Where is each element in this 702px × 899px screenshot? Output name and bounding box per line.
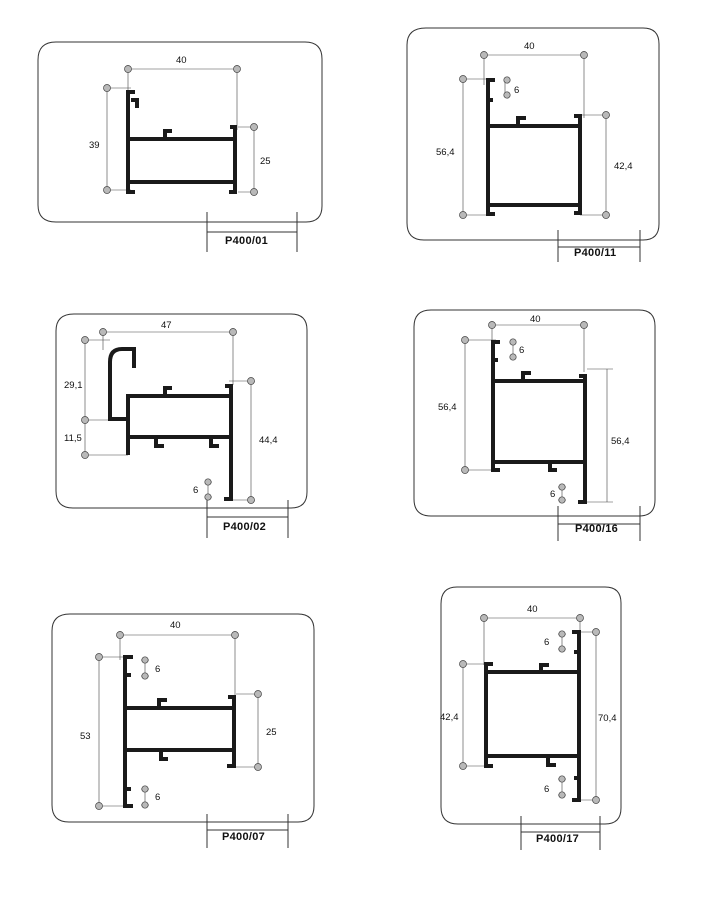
svg-text:11,5: 11,5	[64, 433, 82, 444]
svg-text:44,4: 44,4	[259, 435, 278, 446]
svg-text:70,4: 70,4	[598, 713, 617, 724]
svg-text:53: 53	[80, 731, 91, 742]
card-frame	[440, 586, 622, 825]
dimension-lines	[459, 51, 610, 219]
profile-code: P400/11	[574, 247, 616, 259]
card-frame	[406, 27, 660, 241]
card-frame	[413, 309, 656, 517]
label-tab	[557, 506, 641, 541]
dimension-labels: 40 6 56,4 56,4 6	[438, 314, 630, 500]
profile-card-p400-07: P400/07 40 6 53 25 6	[51, 613, 315, 848]
profile-card-p400-11: P400/11 40 6 56,4 42,4	[406, 27, 660, 262]
dimension-lines	[103, 65, 258, 196]
profile-code: P400/17	[536, 833, 579, 845]
svg-text:40: 40	[527, 604, 538, 615]
profile-card-p400-02: P400/02 47 29,1 11,5 44,4 6	[55, 313, 308, 538]
svg-text:25: 25	[266, 727, 277, 738]
svg-text:6: 6	[550, 489, 555, 500]
profile-code: P400/07	[222, 831, 265, 843]
profile-card-p400-17: P400/17 40 6 42,4 70,4 6	[440, 586, 622, 850]
svg-text:39: 39	[89, 140, 100, 151]
dimension-labels: 40 6 42,4 70,4 6	[440, 604, 617, 795]
dimension-labels: 40 6 56,4 42,4	[436, 41, 633, 172]
svg-text:40: 40	[530, 314, 541, 325]
svg-text:56,4: 56,4	[436, 147, 455, 158]
profile-section	[486, 78, 582, 216]
card-frame	[51, 613, 315, 823]
svg-text:6: 6	[544, 637, 549, 648]
svg-text:40: 40	[176, 55, 187, 66]
svg-text:29,1: 29,1	[64, 380, 83, 391]
profile-code: P400/02	[223, 521, 266, 533]
dimension-lines	[459, 614, 600, 804]
svg-text:6: 6	[544, 784, 549, 795]
svg-text:6: 6	[519, 345, 524, 356]
svg-text:47: 47	[161, 320, 172, 331]
svg-text:6: 6	[155, 664, 160, 675]
dimension-labels: 40 39 25	[89, 55, 271, 167]
profile-section	[108, 347, 233, 501]
profile-code: P400/16	[575, 523, 618, 535]
label-tab	[206, 212, 298, 252]
svg-text:56,4: 56,4	[438, 402, 457, 413]
svg-text:6: 6	[193, 485, 198, 496]
dimension-labels: 40 6 53 25 6	[80, 620, 277, 803]
card-frame	[37, 41, 323, 223]
label-tab	[206, 814, 289, 848]
svg-text:40: 40	[170, 620, 181, 631]
card-frame	[55, 313, 308, 509]
profile-section	[126, 90, 237, 194]
label-tab	[557, 230, 641, 262]
dimension-lines	[95, 631, 262, 810]
svg-text:42,4: 42,4	[440, 712, 459, 723]
svg-text:42,4: 42,4	[614, 161, 633, 172]
dimension-lines	[81, 328, 255, 504]
svg-text:6: 6	[514, 85, 519, 96]
svg-text:40: 40	[524, 41, 535, 52]
profile-section	[491, 340, 587, 504]
label-tab	[520, 816, 601, 850]
dimension-lines	[461, 321, 613, 504]
svg-text:56,4: 56,4	[611, 436, 630, 447]
label-tab	[206, 500, 289, 538]
profile-section	[123, 655, 236, 808]
profile-card-p400-01: P400/01 40 39 25	[37, 41, 323, 252]
dimension-labels: 47 29,1 11,5 44,4 6	[64, 320, 278, 496]
svg-text:6: 6	[155, 792, 160, 803]
profile-card-p400-16: P400/16 40 6 56,4 56,4 6	[413, 309, 656, 541]
svg-text:25: 25	[260, 156, 271, 167]
profile-section	[484, 630, 581, 802]
profile-code: P400/01	[225, 235, 268, 247]
